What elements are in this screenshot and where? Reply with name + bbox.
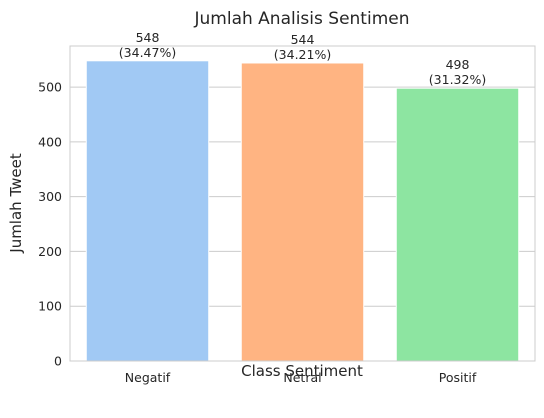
bar-percent-label: (31.32%) — [429, 72, 486, 87]
y-axis-label: Jumlah Tweet — [7, 153, 25, 254]
bar-percent-label: (34.47%) — [119, 45, 176, 60]
x-axis-ticks: Negatif Netral Positif — [125, 370, 477, 385]
bar-positif — [395, 87, 520, 362]
y-tick-label: 400 — [38, 134, 62, 149]
plot-frame — [69, 45, 536, 362]
y-tick-label: 500 — [38, 80, 62, 95]
x-tick-label: Netral — [283, 370, 321, 385]
chart-title: Jumlah Analisis Sentimen — [194, 9, 410, 29]
bars — [85, 60, 520, 362]
bar-value-label: 548 — [136, 30, 160, 45]
y-tick-label: 200 — [38, 244, 62, 259]
y-tick-label: 300 — [38, 189, 62, 204]
bar-data-labels: 548(34.47%) 544(34.21%) 498(31.32%) — [119, 30, 486, 87]
y-tick-label: 0 — [54, 354, 62, 369]
y-tick-label: 100 — [38, 299, 62, 314]
bar-value-label: 498 — [446, 57, 470, 72]
bar-value-label: 544 — [291, 32, 315, 47]
bar-negatif — [85, 60, 210, 362]
bar-netral — [240, 62, 365, 362]
x-axis-label: Class Sentiment — [241, 362, 363, 380]
y-axis-ticks: 0 100 200 300 400 500 — [38, 80, 62, 369]
x-tick-label: Negatif — [125, 370, 171, 385]
x-tick-label: Positif — [439, 370, 477, 385]
bar-percent-label: (34.21%) — [274, 47, 331, 62]
